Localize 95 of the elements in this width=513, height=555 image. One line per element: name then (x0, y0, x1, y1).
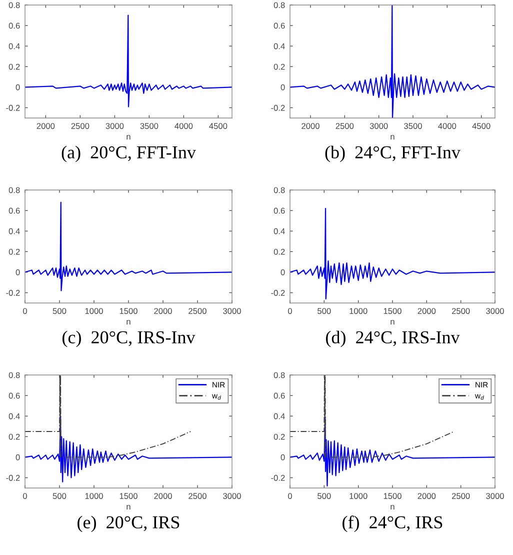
line-series (25, 14, 232, 108)
x-tick-label: 1500 (120, 308, 138, 314)
x-tick-label: 3000 (223, 493, 241, 499)
x-tick-label: 3000 (486, 308, 504, 314)
y-tick-label: 0.4 (274, 43, 285, 50)
x-tick-label: 0 (288, 493, 292, 499)
line-series (25, 375, 192, 458)
x-tick-label: 500 (52, 308, 66, 314)
x-tick-label: 2500 (188, 493, 206, 499)
y-tick-label: 0 (280, 84, 285, 90)
y-tick-label: 0.4 (8, 413, 20, 420)
y-tick-label: 0.6 (8, 22, 20, 29)
text: (c) 20°C, IRS-Inv (62, 330, 196, 348)
x-tick-label: 2000 (302, 123, 320, 129)
y-tick-label: 0 (16, 454, 20, 460)
x-tick-label: 3000 (106, 123, 124, 129)
y-tick-label: 0.6 (274, 22, 285, 29)
y-tick-label: 0.8 (8, 372, 20, 378)
y-tick-label: 0.4 (8, 43, 20, 50)
y-tick-label: 0.2 (8, 64, 20, 70)
x-tick-label: 3000 (486, 493, 504, 499)
y-tick-label: -0.2 (6, 474, 20, 481)
y-tick-label: 0.2 (274, 64, 285, 70)
text: (b) 24°C, FFT-Inv (325, 146, 460, 162)
x-axis-title: n (126, 504, 130, 510)
x-tick-label: 500 (318, 308, 331, 314)
y-tick-label: 0.6 (8, 208, 20, 214)
x-tick-label: 2500 (188, 308, 206, 314)
x-tick-label: 2000 (36, 123, 55, 129)
x-tick-label: 2500 (71, 123, 90, 129)
y-tick-label: -0.2 (6, 104, 20, 111)
x-tick-label: 3000 (223, 308, 241, 314)
y-tick-label: 0.2 (274, 434, 285, 440)
x-tick-label: 2500 (452, 493, 470, 499)
y-tick-label: 0 (280, 454, 285, 460)
x-tick-label: 1500 (384, 308, 402, 314)
x-tick-label: 4000 (438, 123, 456, 129)
x-axis-title: n (390, 320, 394, 324)
y-tick-label: 0 (280, 269, 285, 276)
x-tick-label: 500 (52, 493, 66, 499)
x-tick-label: 1000 (350, 493, 368, 499)
y-tick-label: -0.2 (6, 290, 20, 296)
y-tick-label: 0 (16, 84, 20, 90)
x-tick-label: 1500 (384, 493, 402, 499)
x-tick-label: 1000 (85, 308, 103, 314)
x-tick-label: 0 (23, 308, 27, 314)
x-tick-label: 2500 (336, 123, 354, 129)
x-tick-label: 4500 (209, 123, 228, 129)
text: (a) 20°C, FFT-Inv (62, 146, 196, 162)
y-tick-label: 0.6 (274, 392, 285, 399)
x-axis-title: n (126, 320, 130, 324)
y-tick-label: 0.8 (8, 187, 20, 194)
x-axis-title: n (126, 134, 130, 140)
y-tick-label: 0.2 (8, 248, 20, 255)
y-tick-label: -0.2 (271, 290, 285, 296)
x-tick-label: 4500 (472, 123, 490, 129)
x-tick-label: 2000 (418, 493, 436, 499)
y-tick-label: -0.2 (271, 474, 285, 481)
x-tick-label: 2500 (452, 308, 470, 314)
x-tick-label: 3500 (404, 123, 422, 129)
y-tick-label: 0.8 (274, 2, 285, 8)
y-tick-label: 0.8 (8, 2, 20, 8)
x-tick-label: 3000 (370, 123, 388, 129)
x-tick-label: 1500 (120, 493, 138, 499)
x-axis-title: n (390, 134, 394, 140)
line-series (25, 202, 232, 292)
y-tick-label: -0.2 (271, 104, 285, 111)
x-tick-label: 2000 (154, 308, 172, 314)
x-tick-label: 3500 (140, 123, 158, 129)
x-tick-label: 4000 (174, 123, 193, 129)
x-tick-label: 0 (288, 308, 292, 314)
x-tick-label: 2000 (154, 493, 172, 499)
x-tick-label: 0 (23, 493, 27, 499)
y-tick-label: 0.4 (8, 228, 20, 234)
y-tick-label: 0.6 (8, 392, 20, 399)
y-tick-label: 0.8 (274, 187, 285, 194)
line-series (290, 208, 495, 300)
y-tick-label: 0.6 (274, 208, 285, 214)
x-tick-label: 2000 (418, 308, 436, 314)
text: (e) 20°C, IRS (78, 516, 180, 532)
y-tick-label: 0.8 (274, 372, 285, 378)
x-tick-label: 1000 (85, 493, 103, 499)
line-series (290, 375, 454, 458)
x-tick-label: 1000 (350, 308, 368, 314)
text: (d) 24°C, IRS-Inv (326, 330, 460, 348)
y-tick-label: 0.2 (8, 434, 20, 440)
y-tick-label: 0.4 (274, 228, 285, 234)
y-tick-label: 0.4 (274, 413, 285, 420)
x-axis-title: n (390, 504, 394, 510)
line-series (25, 416, 232, 482)
y-tick-label: 0.2 (274, 248, 285, 255)
line-series (290, 5, 495, 118)
x-tick-label: 500 (318, 493, 331, 499)
y-tick-label: 0 (16, 269, 20, 276)
text: (f) 24°C, IRS (342, 516, 442, 532)
